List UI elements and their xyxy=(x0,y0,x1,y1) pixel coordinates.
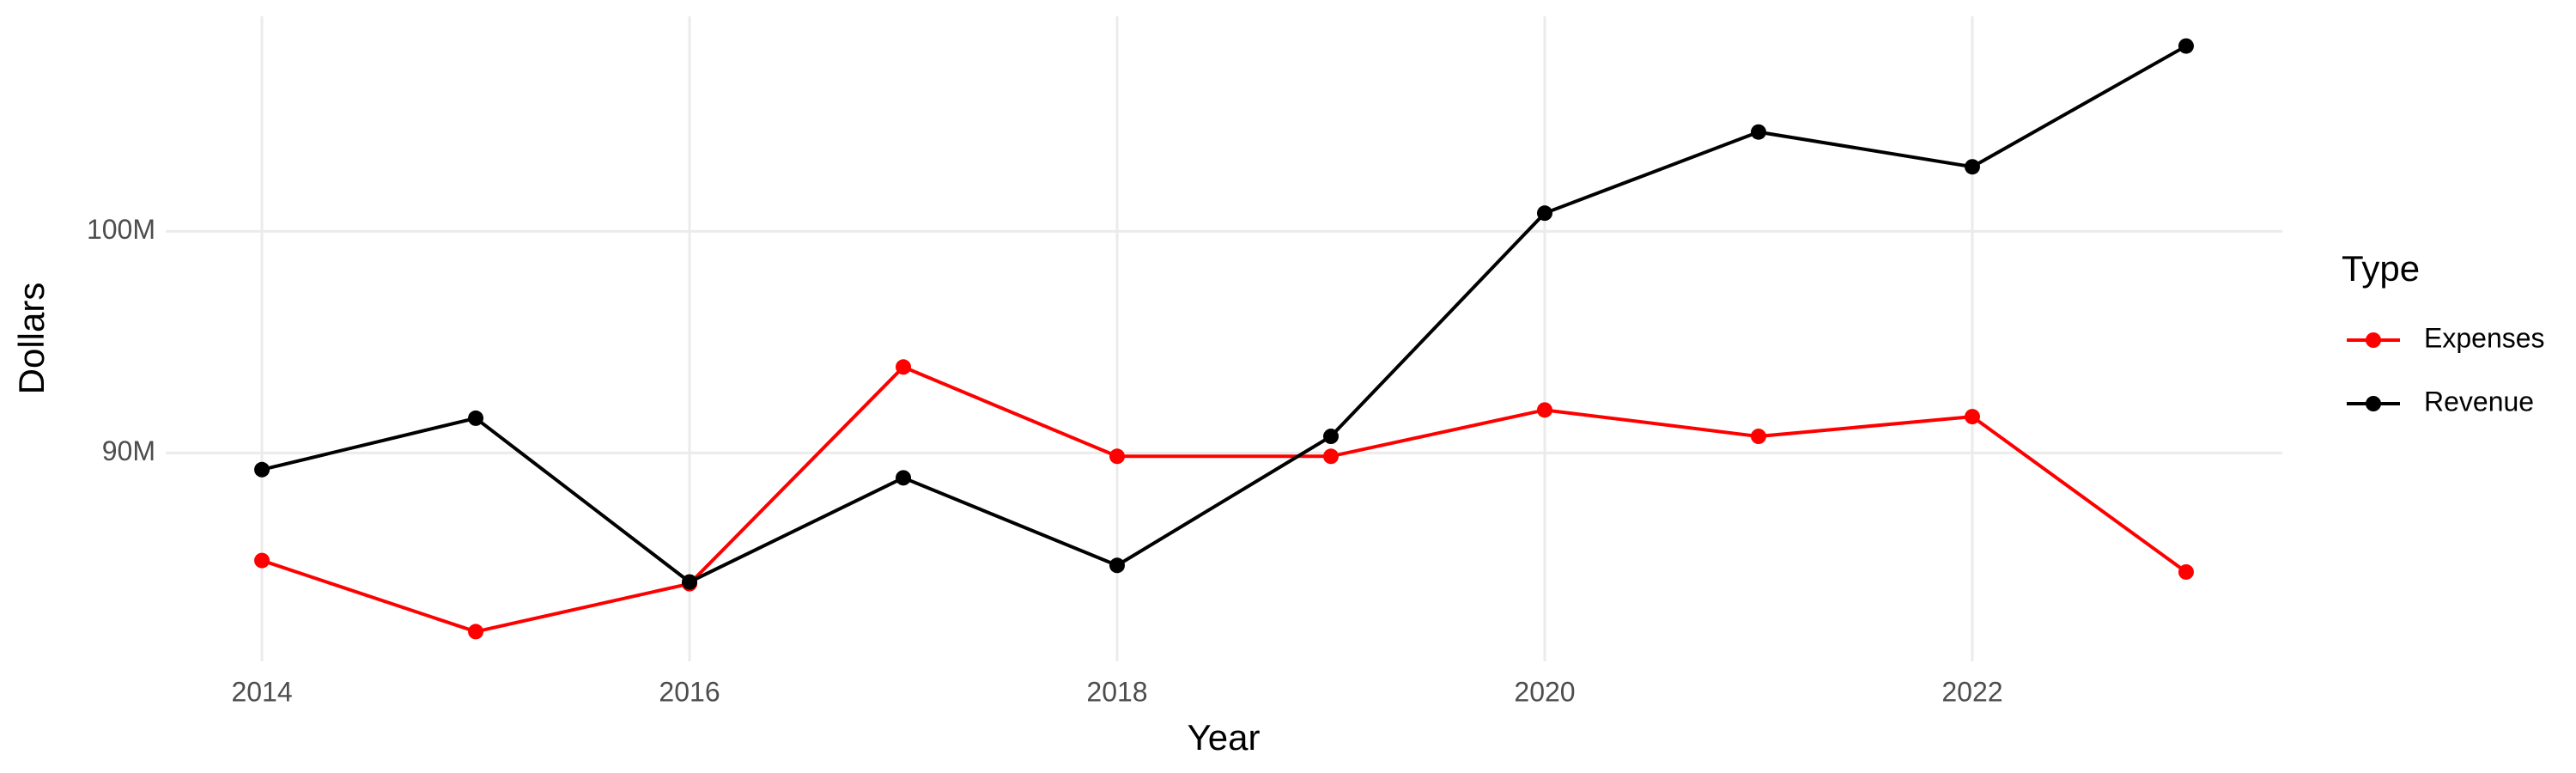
x-tick-label: 2022 xyxy=(1941,676,2002,707)
x-tick-label: 2016 xyxy=(659,676,720,707)
data-point xyxy=(896,470,912,486)
data-point xyxy=(254,552,270,569)
x-tick-label: 2020 xyxy=(1514,676,1575,707)
data-point xyxy=(1964,159,1980,175)
x-tick-label: 2014 xyxy=(231,676,292,707)
legend-point xyxy=(2366,396,2381,411)
data-point xyxy=(1964,409,1980,425)
data-point xyxy=(468,410,484,426)
data-point xyxy=(1750,429,1766,445)
data-point xyxy=(682,574,698,590)
legend-label: Revenue xyxy=(2424,386,2534,417)
legend-title: Type xyxy=(2342,248,2420,289)
series-line xyxy=(261,364,2188,634)
x-tick-label: 2018 xyxy=(1086,676,1147,707)
legend-label: Expenses xyxy=(2424,322,2545,353)
x-axis-title: Year xyxy=(1188,717,1261,758)
data-point xyxy=(1536,205,1552,222)
data-point xyxy=(1322,429,1339,445)
data-point xyxy=(1109,448,1126,465)
data-point xyxy=(254,461,270,478)
data-point xyxy=(896,359,912,375)
data-point xyxy=(2178,563,2194,580)
series-line xyxy=(261,44,2187,584)
data-point xyxy=(1750,124,1766,140)
y-tick-label: 100M xyxy=(87,214,155,245)
y-tick-label: 90M xyxy=(102,435,155,466)
data-point xyxy=(2178,38,2194,54)
legend-point xyxy=(2366,332,2381,348)
data-point xyxy=(1536,402,1552,418)
data-point xyxy=(468,624,484,640)
data-point xyxy=(1322,448,1339,465)
data-point xyxy=(1109,557,1126,574)
y-axis-title: Dollars xyxy=(11,283,52,395)
